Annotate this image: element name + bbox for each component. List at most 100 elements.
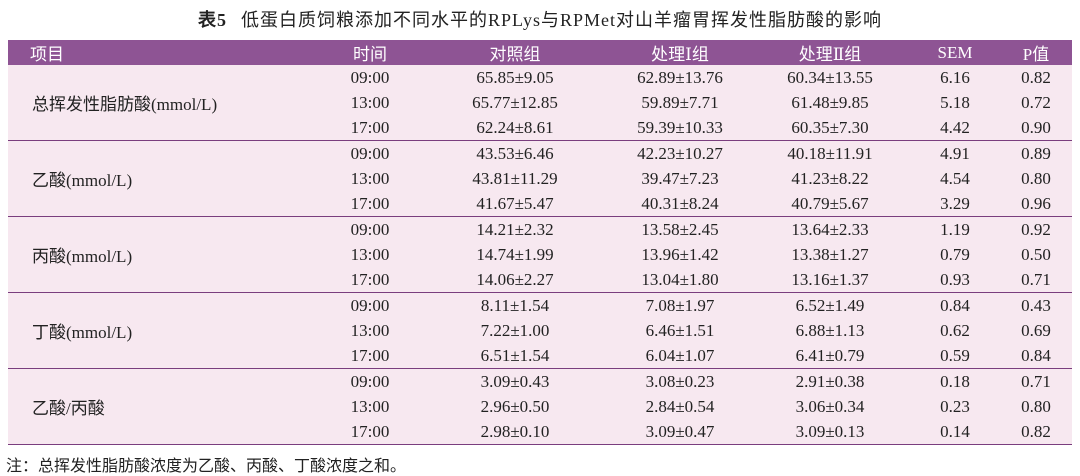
value-cell: 4.91 xyxy=(940,143,970,163)
value-cell: 6.41±0.79 xyxy=(750,343,910,369)
value-cell: 6.88±1.13 xyxy=(795,320,865,340)
table-title: 表5 低蛋白质饲粮添加不同水平的RPLys与RPMet对山羊瘤胃挥发性脂肪酸的影响 xyxy=(0,6,1080,32)
row-label: 丙酸(mmol/L) xyxy=(8,216,320,293)
value-cell: 0.69 xyxy=(1021,320,1051,340)
table-row: 乙酸/丙酸 09:00 3.09±0.43 3.08±0.23 2.91±0.38 0.1… xyxy=(8,368,1072,445)
value-cell: 3.08±0.23 xyxy=(645,371,715,391)
value-cell: 6.52±1.49 xyxy=(795,295,865,315)
header-cell: 处理Ⅱ组 xyxy=(750,40,910,65)
time-cell: 09:00 xyxy=(350,371,390,391)
value-cell: 2.96±0.50 xyxy=(480,396,550,416)
value-cell: 7.08±1.97 xyxy=(645,295,715,315)
value-cell: 39.47±7.23 xyxy=(641,168,719,188)
value-cell: 0.59 xyxy=(910,343,1000,369)
header-cell: P值 xyxy=(1000,40,1072,65)
value-cell: 65.85±9.05 xyxy=(476,67,554,87)
time-cell: 09:00 xyxy=(350,219,390,239)
value-cell: 40.31±8.24 xyxy=(610,191,750,217)
value-cell: 0.43 xyxy=(1021,295,1051,315)
footnote: 注：总挥发性脂肪酸浓度为乙酸、丙酸、丁酸浓度之和。 xyxy=(6,458,407,475)
value-cell: 3.29 xyxy=(910,191,1000,217)
value-cell: 0.72 xyxy=(1021,92,1051,112)
value-cell: 65.77±12.85 xyxy=(472,92,558,112)
value-cell: 41.23±8.22 xyxy=(791,168,869,188)
time-cell: 09:00 xyxy=(350,67,390,87)
table-row: 13:00 7.22±1.00 6.46±1.51 6.88±1.13 0.62 0.69 xyxy=(8,318,1072,343)
value-cell: 62.24±8.61 xyxy=(420,115,610,141)
value-cell: 2.91±0.38 xyxy=(795,371,865,391)
value-cell: 0.14 xyxy=(910,419,1000,445)
value-cell: 14.21±2.32 xyxy=(476,219,554,239)
value-cell: 7.22±1.00 xyxy=(480,320,550,340)
table-row: 17:00 6.51±1.54 6.04±1.07 6.41±0.79 0.59 0.84 xyxy=(8,343,1072,369)
table-row: 13:00 14.74±1.99 13.96±1.42 13.38±1.27 0.79 0… xyxy=(8,242,1072,267)
table-row: 乙酸(mmol/L) 09:00 43.53±6.46 42.23±10.27 40.1… xyxy=(8,140,1072,217)
row-label: 乙酸/丙酸 xyxy=(8,368,320,445)
table-row: 13:00 65.77±12.85 59.89±7.71 61.48±9.85 5.18… xyxy=(8,90,1072,115)
time-cell: 09:00 xyxy=(350,295,390,315)
value-cell: 5.18 xyxy=(940,92,970,112)
value-cell: 6.04±1.07 xyxy=(610,343,750,369)
value-cell: 0.50 xyxy=(1021,244,1051,264)
value-cell: 0.80 xyxy=(1021,396,1051,416)
row-label: 乙酸(mmol/L) xyxy=(8,140,320,217)
table-row: 17:00 14.06±2.27 13.04±1.80 13.16±1.37 0.93 0… xyxy=(8,267,1072,293)
value-cell: 61.48±9.85 xyxy=(791,92,869,112)
value-cell: 14.74±1.99 xyxy=(476,244,554,264)
value-cell: 43.53±6.46 xyxy=(476,143,554,163)
header-cell: SEM xyxy=(910,40,1000,65)
value-cell: 13.38±1.27 xyxy=(791,244,869,264)
row-label: 丁酸(mmol/L) xyxy=(8,292,320,369)
value-cell: 0.71 xyxy=(1000,267,1072,293)
table-row: 总挥发性脂肪酸(mmol/L) 09:00 65.85±9.05 62.89±13.7… xyxy=(8,65,1072,141)
value-cell: 0.84 xyxy=(940,295,970,315)
value-cell: 60.34±13.55 xyxy=(787,67,873,87)
value-cell: 3.09±0.13 xyxy=(750,419,910,445)
time-cell: 13:00 xyxy=(350,244,390,264)
value-cell: 0.79 xyxy=(940,244,970,264)
value-cell: 3.09±0.47 xyxy=(610,419,750,445)
value-cell: 1.19 xyxy=(940,219,970,239)
value-cell: 0.93 xyxy=(910,267,1000,293)
value-cell: 4.54 xyxy=(940,168,970,188)
value-cell: 6.16 xyxy=(940,67,970,87)
header-cell: 对照组 xyxy=(420,40,610,65)
value-cell: 4.42 xyxy=(910,115,1000,141)
value-cell: 42.23±10.27 xyxy=(637,143,723,163)
value-cell: 0.84 xyxy=(1000,343,1072,369)
time-cell: 17:00 xyxy=(320,267,420,293)
header-cell: 时间 xyxy=(320,40,420,65)
time-cell: 13:00 xyxy=(350,396,390,416)
value-cell: 0.90 xyxy=(1000,115,1072,141)
value-cell: 13.58±2.45 xyxy=(641,219,719,239)
value-cell: 0.62 xyxy=(940,320,970,340)
value-cell: 8.11±1.54 xyxy=(480,295,550,315)
time-cell: 17:00 xyxy=(320,191,420,217)
value-cell: 3.09±0.43 xyxy=(480,371,550,391)
value-cell: 0.23 xyxy=(940,396,970,416)
time-cell: 13:00 xyxy=(350,320,390,340)
table-row: 17:00 41.67±5.47 40.31±8.24 40.79±5.67 3.29 0… xyxy=(8,191,1072,217)
value-cell: 60.35±7.30 xyxy=(750,115,910,141)
value-cell: 2.84±0.54 xyxy=(645,396,715,416)
value-cell: 13.16±1.37 xyxy=(750,267,910,293)
time-cell: 09:00 xyxy=(350,143,390,163)
value-cell: 43.81±11.29 xyxy=(472,168,558,188)
value-cell: 2.98±0.10 xyxy=(420,419,610,445)
table-row: 17:00 2.98±0.10 3.09±0.47 3.09±0.13 0.14 0.82 xyxy=(8,419,1072,445)
row-label: 总挥发性脂肪酸(mmol/L) xyxy=(8,65,320,141)
table-body: 总挥发性脂肪酸(mmol/L) 09:00 65.85±9.05 62.89±13.7… xyxy=(8,65,1072,445)
value-cell: 0.96 xyxy=(1000,191,1072,217)
value-cell: 6.51±1.54 xyxy=(420,343,610,369)
time-cell: 13:00 xyxy=(350,92,390,112)
time-cell: 17:00 xyxy=(320,115,420,141)
header-row: 项目 时间 对照组 处理Ⅰ组 处理Ⅱ组 SEM P值 xyxy=(8,40,1072,65)
value-cell: 0.89 xyxy=(1021,143,1051,163)
value-cell: 59.89±7.71 xyxy=(641,92,719,112)
table-number: 表5 xyxy=(197,10,227,30)
value-cell: 40.79±5.67 xyxy=(750,191,910,217)
value-cell: 0.18 xyxy=(940,371,970,391)
title-text: 低蛋白质饲粮添加不同水平的RPLys与RPMet对山羊瘤胃挥发性脂肪酸的影响 xyxy=(240,10,883,30)
value-cell: 41.67±5.47 xyxy=(420,191,610,217)
